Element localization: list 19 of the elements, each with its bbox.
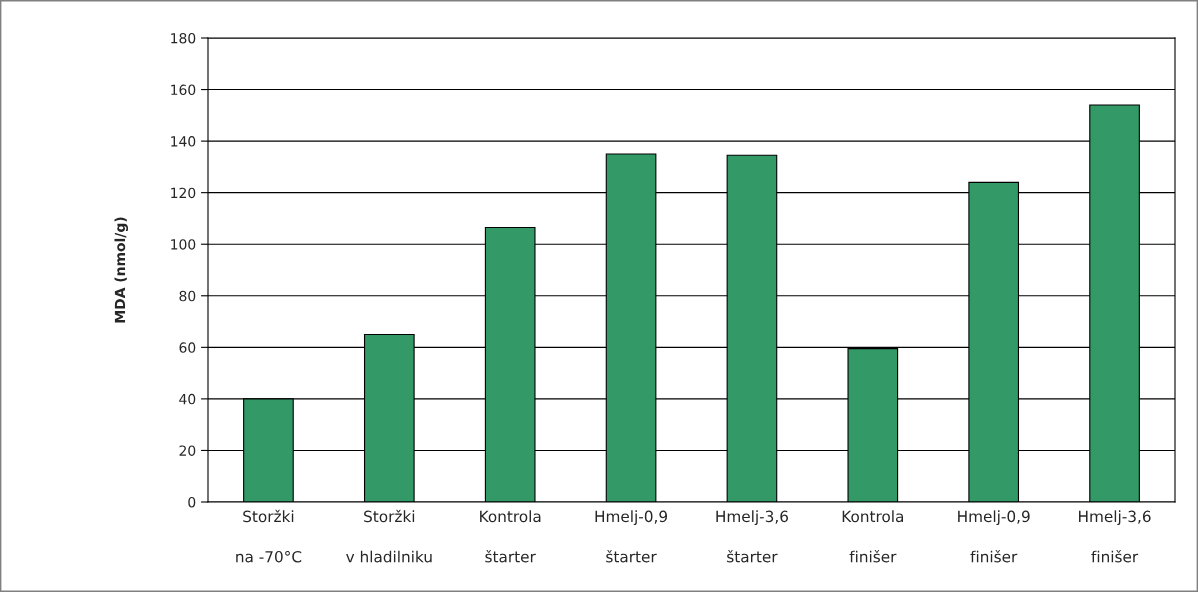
- y-tick-label: 120: [171, 187, 196, 199]
- y-tick-label: 40: [179, 393, 196, 405]
- y-tick-label: 0: [188, 496, 196, 508]
- y-tick-label: 160: [171, 84, 196, 96]
- category-label: Storžki v hladilniku: [346, 509, 432, 563]
- category-label: Hmelj-3,6 štarter: [716, 510, 789, 563]
- category-label: Hmelj-0,9 finišer: [958, 510, 1030, 563]
- category-label: Storžki na -70°C: [236, 509, 302, 563]
- category-label: Hmelj-0,9 štarter: [595, 510, 668, 563]
- y-axis-title: MDA (nmol/g): [114, 217, 129, 323]
- category-label: Hmelj-3,6 finišer: [1079, 510, 1151, 563]
- category-label: Kontrola finišer: [842, 510, 904, 563]
- y-tick-label: 180: [171, 32, 196, 44]
- y-tick-label: 140: [171, 136, 196, 147]
- y-tick-label: 100: [171, 239, 196, 250]
- y-tick-label: 60: [179, 342, 196, 353]
- category-label: Kontrola štarter: [480, 510, 541, 563]
- y-tick-label: 20: [179, 445, 196, 456]
- y-tick-label: 80: [179, 290, 196, 302]
